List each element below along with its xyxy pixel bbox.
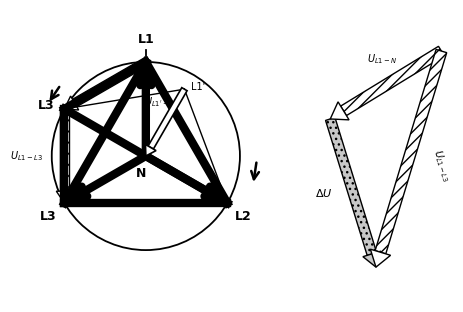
Text: $\Delta U$: $\Delta U$: [314, 187, 332, 199]
Polygon shape: [330, 102, 349, 120]
Polygon shape: [148, 88, 187, 149]
Polygon shape: [73, 58, 148, 107]
Text: L1': L1': [191, 82, 205, 92]
Text: L2: L2: [235, 210, 251, 223]
Polygon shape: [375, 49, 447, 254]
Polygon shape: [64, 96, 79, 110]
Polygon shape: [341, 46, 444, 115]
Polygon shape: [60, 109, 69, 191]
Text: $U_{L1-L3}$: $U_{L1-L3}$: [11, 149, 44, 163]
Text: L3: L3: [38, 99, 55, 112]
Text: N: N: [136, 167, 146, 180]
Text: $U_{L1-L3}$: $U_{L1-L3}$: [430, 147, 453, 183]
Polygon shape: [325, 118, 376, 255]
Polygon shape: [56, 191, 72, 203]
Polygon shape: [363, 251, 381, 267]
Text: L1: L1: [138, 33, 154, 46]
Polygon shape: [370, 249, 391, 267]
Text: $U_{L1^{\prime}-N}$: $U_{L1^{\prime}-N}$: [144, 95, 176, 110]
Polygon shape: [145, 144, 156, 156]
Text: $U_{L1-N}$: $U_{L1-N}$: [367, 53, 397, 66]
Text: L3: L3: [40, 210, 57, 223]
